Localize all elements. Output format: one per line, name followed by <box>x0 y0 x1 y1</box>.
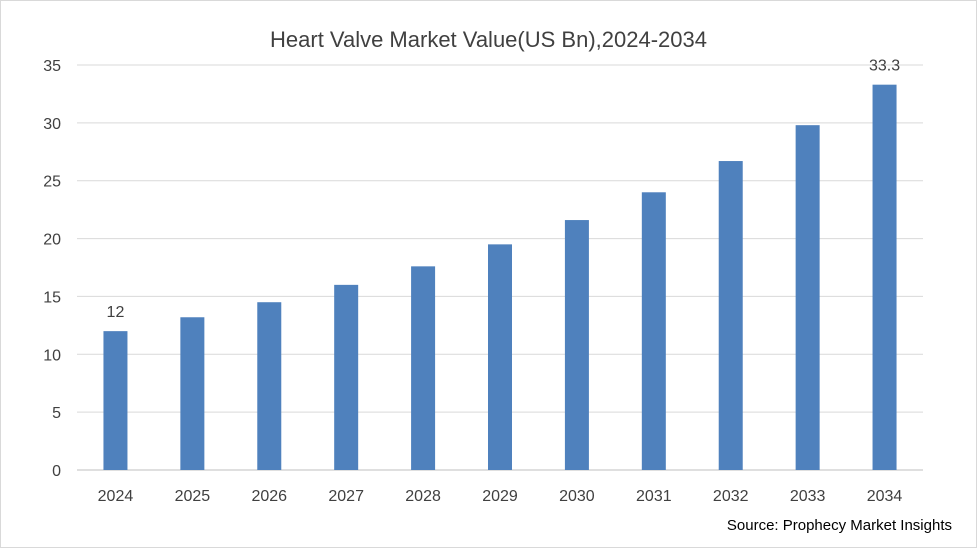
bar-2026 <box>257 302 282 470</box>
y-tick-label: 0 <box>52 463 61 480</box>
bar-2028 <box>411 266 436 470</box>
bar-2027 <box>334 284 359 470</box>
y-tick-label: 20 <box>43 232 61 249</box>
x-tick-label: 2033 <box>790 488 826 505</box>
bar-2025 <box>180 317 205 470</box>
bar-2031 <box>641 192 666 471</box>
x-tick-label: 2032 <box>713 488 749 505</box>
bar-2030 <box>564 220 589 470</box>
y-tick-label: 25 <box>43 174 61 191</box>
bar-2033 <box>795 125 820 471</box>
x-tick-label: 2027 <box>328 488 364 505</box>
data-label: 12 <box>107 304 125 321</box>
y-tick-label: 5 <box>52 405 61 422</box>
chart-title: Heart Valve Market Value(US Bn),2024-203… <box>270 27 707 52</box>
bar-2034 <box>872 84 897 471</box>
y-tick-label: 15 <box>43 289 61 306</box>
y-tick-label: 30 <box>43 116 61 133</box>
x-tick-label: 2024 <box>98 488 134 505</box>
x-tick-label: 2026 <box>251 488 287 505</box>
x-tick-label: 2031 <box>636 488 672 505</box>
x-tick-label: 2025 <box>175 488 211 505</box>
y-tick-label: 10 <box>43 347 61 364</box>
x-tick-label: 2028 <box>405 488 441 505</box>
bar-2024 <box>103 331 128 470</box>
x-tick-label: 2034 <box>867 488 903 505</box>
source-note: Source: Prophecy Market Insights <box>726 517 952 534</box>
x-tick-label: 2029 <box>482 488 518 505</box>
y-tick-label: 35 <box>43 58 61 75</box>
bar-2032 <box>718 161 743 471</box>
x-tick-label: 2030 <box>559 488 595 505</box>
bar-2029 <box>488 244 512 470</box>
data-label: 33.3 <box>869 58 900 75</box>
